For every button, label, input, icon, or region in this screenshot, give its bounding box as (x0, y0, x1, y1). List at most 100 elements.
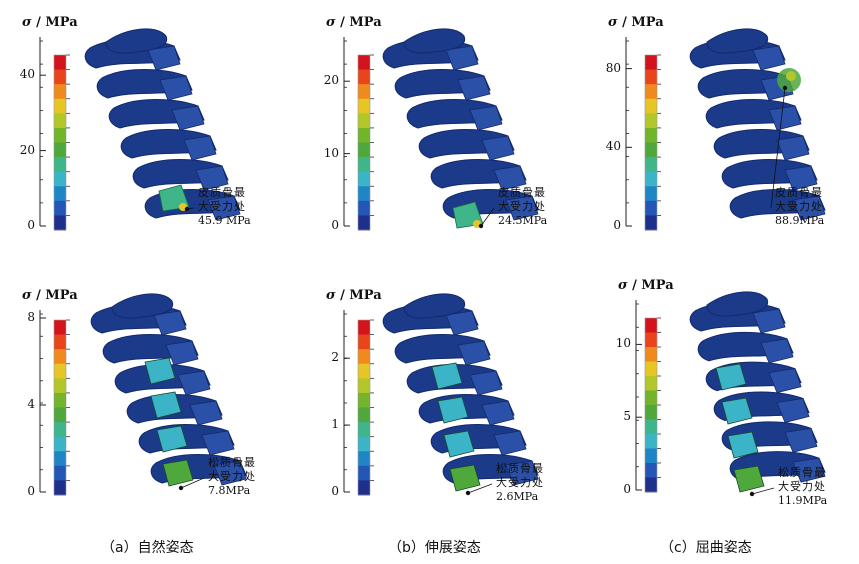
colorbar-segment (358, 407, 370, 423)
y-tick-label: 1 (331, 417, 339, 432)
vertebral-body (445, 310, 479, 336)
vertebra (705, 99, 802, 129)
caption-b: （b）伸展姿态 (388, 540, 481, 556)
vertebral-body (760, 338, 794, 364)
vertebral-body (493, 430, 527, 456)
vertebra (713, 391, 810, 422)
vertebral-body (159, 75, 193, 101)
vertebra (114, 364, 211, 394)
colorbar-segment (645, 332, 657, 348)
vertebral-body (768, 368, 802, 394)
annotation-line1: 皮质骨最 (498, 186, 546, 199)
stress-hotspot-core (786, 71, 796, 81)
atlas-vertebra (403, 28, 466, 54)
colorbar-segment (358, 142, 370, 158)
vertebra (689, 39, 786, 69)
vertebra (430, 159, 527, 189)
colorbar-segment (54, 392, 66, 408)
colorbar-segment (358, 98, 370, 114)
colorbar-frame (644, 54, 658, 231)
max-stress-annotation: 松质骨最 大受力处 11.9MPa (778, 466, 827, 508)
colorbar-segment (54, 215, 66, 231)
annotation-line1: 松质骨最 (208, 456, 256, 469)
colorbar-segment (54, 157, 66, 173)
vertebral-body (469, 105, 503, 131)
vertebra (382, 304, 479, 334)
mesh-vertebral-body (449, 464, 481, 492)
colorbar-segment (54, 465, 66, 481)
max-stress-point (184, 206, 190, 212)
vertebral-body (768, 105, 802, 131)
mesh-vertebral-body (727, 431, 759, 459)
vertebra (721, 421, 818, 451)
vertebral-body (481, 400, 515, 426)
caption-c: （c）屈曲姿态 (660, 540, 752, 556)
atlas-vertebra (111, 293, 174, 319)
y-tick-label: 0 (623, 482, 631, 496)
caption-a: （a）自然姿态 (101, 540, 194, 556)
mesh-vertebral-body (162, 459, 194, 487)
colorbar-segment (645, 127, 657, 143)
vertebral-body (171, 105, 205, 131)
mesh-vertebral-body (156, 425, 188, 453)
annotation-value: 45.9 MPa (198, 214, 251, 227)
colorbar-segment (54, 142, 66, 158)
colorbar-segment (645, 215, 657, 231)
mesh-vertebral-body (733, 465, 765, 493)
vertebral-body (189, 400, 223, 426)
leader-line (467, 483, 493, 494)
sigma-symbol: σ (608, 15, 618, 30)
colorbar-segment (54, 171, 66, 187)
vertebra (394, 69, 491, 99)
colorbar-segment (645, 434, 657, 449)
colorbar-segment (54, 186, 66, 202)
vertebral-body (165, 340, 199, 366)
vertebra (96, 69, 193, 99)
stress-axis-label: σ / MPa (608, 15, 664, 30)
y-tick-label: 0 (27, 484, 35, 498)
stress-axis-label: σ / MPa (22, 15, 78, 30)
annotation-value: 2.6MPa (496, 490, 539, 503)
colorbar-segment (358, 113, 370, 129)
unit-label: / MPa (340, 15, 382, 30)
leader-line (480, 207, 495, 227)
vertebral-body (147, 45, 181, 71)
sigma-symbol: σ (22, 288, 32, 303)
y-tick-label: 20 (19, 142, 35, 157)
colorbar-segment (54, 127, 66, 143)
colorbar-segment (645, 171, 657, 187)
max-stress-annotation: 皮质骨最 大受力处 24.5MPa (498, 186, 547, 228)
y-tick-label: 0 (331, 484, 339, 498)
colorbar-frame (644, 317, 658, 493)
y-tick-label: 0 (613, 218, 621, 232)
vertebral-body (201, 430, 235, 456)
atlas-vertebra (105, 28, 168, 54)
y-tick-label: 5 (623, 409, 631, 424)
max-stress-annotation: 皮质骨最 大受力处 88.9MPa (775, 186, 824, 228)
colorbar-segment (358, 422, 370, 438)
vertebral-body (760, 75, 794, 101)
colorbar-segment (54, 334, 66, 350)
colorbar-segment (645, 405, 657, 420)
vertebra (108, 99, 205, 129)
sigma-symbol: σ (618, 278, 628, 293)
atlas-vertebra (706, 291, 769, 317)
colorbar-segment (358, 127, 370, 143)
colorbar-segment (54, 55, 66, 71)
colorbar-segment (645, 200, 657, 216)
vertebral-body (177, 370, 211, 396)
colorbar-segment (645, 157, 657, 173)
annotation-line2: 大受力处 (208, 470, 256, 483)
colorbar-segment (358, 334, 370, 350)
vertebra (102, 334, 199, 364)
colorbar-segment (358, 84, 370, 100)
y-tick-label: 4 (27, 397, 35, 411)
max-stress-point (478, 223, 484, 229)
colorbar-segment (54, 98, 66, 114)
colorbar-segment (358, 378, 370, 394)
vertebral-body (457, 340, 491, 366)
colorbar-segment (358, 320, 370, 336)
annotation-line1: 皮质骨最 (775, 186, 823, 199)
